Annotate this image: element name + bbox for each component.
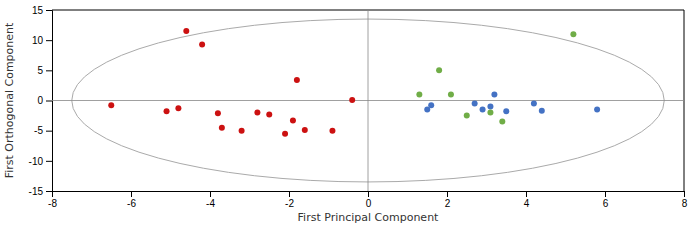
y-axis: -15 -10 -5 0 5 10 15 <box>29 5 53 197</box>
y-axis-tick-line <box>46 10 52 11</box>
x-axis-tick: 8 <box>682 191 688 209</box>
x-axis-tick-label: -8 <box>48 198 57 209</box>
x-axis-tick-label: 8 <box>682 198 688 209</box>
x-axis-tick-label: -6 <box>127 198 136 209</box>
y-axis-domain <box>46 11 53 192</box>
point <box>436 67 442 73</box>
point <box>416 91 422 97</box>
x-axis-tick-line <box>605 191 606 197</box>
x-axis-tick: 2 <box>445 191 451 209</box>
y-axis-tick-line <box>46 161 52 162</box>
y-axis-tick: -5 <box>34 125 52 136</box>
x-axis-tick-label: 0 <box>366 198 372 209</box>
y-axis-tick-line <box>46 191 52 192</box>
point <box>531 101 537 107</box>
x-axis-tick-label: -2 <box>285 198 294 209</box>
x-axis-tick-line <box>131 191 132 197</box>
x-axis-tick: -4 <box>206 191 215 209</box>
point <box>254 110 260 116</box>
point <box>302 127 308 133</box>
series <box>108 28 355 137</box>
point <box>329 128 335 134</box>
point <box>294 77 300 83</box>
point <box>499 119 505 125</box>
x-axis-tick-label: 4 <box>524 198 530 209</box>
point <box>448 91 454 97</box>
x-axis-tick-label: 6 <box>603 198 609 209</box>
y-axis-tick-line <box>46 40 52 41</box>
x-axis-domain <box>53 192 685 198</box>
y-axis-tick-label: 10 <box>32 35 44 46</box>
point <box>472 101 478 107</box>
y-axis-tick: 5 <box>37 65 52 76</box>
x-axis-tick: 6 <box>603 191 609 209</box>
x-axis-tick: -8 <box>48 191 57 209</box>
point <box>183 28 189 34</box>
x-axis-tick-line <box>210 191 211 197</box>
point <box>480 107 486 113</box>
point <box>491 91 497 97</box>
chart: -8 -6 -4 -2 0 2 4 6 8 -15 -10 -5 0 5 10 15 First Princip… <box>0 0 696 225</box>
point <box>219 125 225 131</box>
point <box>503 108 509 114</box>
series <box>416 31 576 124</box>
point <box>464 113 470 119</box>
x-axis-tick: 0 <box>366 191 372 209</box>
x-axis-tick-line <box>447 191 448 197</box>
series <box>424 91 600 114</box>
x-axis-tick-label: 2 <box>445 198 451 209</box>
y-axis-tick: 10 <box>32 35 52 46</box>
y-axis-tick-line <box>46 101 52 102</box>
point <box>108 102 114 108</box>
y-axis-tick-label: -10 <box>29 156 44 167</box>
point <box>487 110 493 116</box>
point <box>175 105 181 111</box>
point <box>282 131 288 137</box>
point <box>266 111 272 117</box>
marks <box>52 10 684 191</box>
x-axis: -8 -6 -4 -2 0 2 4 6 8 <box>48 191 688 209</box>
y-axis-tick-label: 15 <box>32 5 44 16</box>
x-axis-tick-line <box>526 191 527 197</box>
x-axis-tick: -6 <box>127 191 136 209</box>
x-axis-tick: 4 <box>524 191 530 209</box>
y-axis-tick-label: -15 <box>29 186 44 197</box>
x-axis-tick: -2 <box>285 191 294 209</box>
x-axis-tick-line <box>368 191 369 197</box>
y-axis-tick-label: 5 <box>37 65 43 76</box>
point <box>570 31 576 37</box>
point <box>594 107 600 113</box>
x-axis-tick-label: -4 <box>206 198 215 209</box>
point <box>164 108 170 114</box>
y-axis-tick-line <box>46 70 52 71</box>
reference-line <box>368 10 369 191</box>
point <box>349 97 355 103</box>
point <box>487 104 493 110</box>
y-axis-title: First Orthogonal Component <box>3 22 16 178</box>
plot: -8 -6 -4 -2 0 2 4 6 8 -15 -10 -5 0 5 10 15 <box>29 5 688 209</box>
point <box>428 102 434 108</box>
x-axis-tick-line <box>289 191 290 197</box>
x-axis-title: First Principal Component <box>298 211 440 224</box>
point <box>199 41 205 47</box>
y-axis-tick-line <box>46 131 52 132</box>
point <box>539 108 545 114</box>
y-axis-tick: 0 <box>37 95 52 106</box>
point <box>215 110 221 116</box>
y-axis-tick: -15 <box>29 186 52 197</box>
x-axis-tick-line <box>684 191 685 197</box>
y-axis-tick-label: 0 <box>37 95 43 106</box>
y-axis-tick: 15 <box>32 5 52 16</box>
y-axis-tick-label: -5 <box>34 125 43 136</box>
point <box>290 117 296 123</box>
point <box>239 128 245 134</box>
y-axis-tick: -10 <box>29 156 52 167</box>
